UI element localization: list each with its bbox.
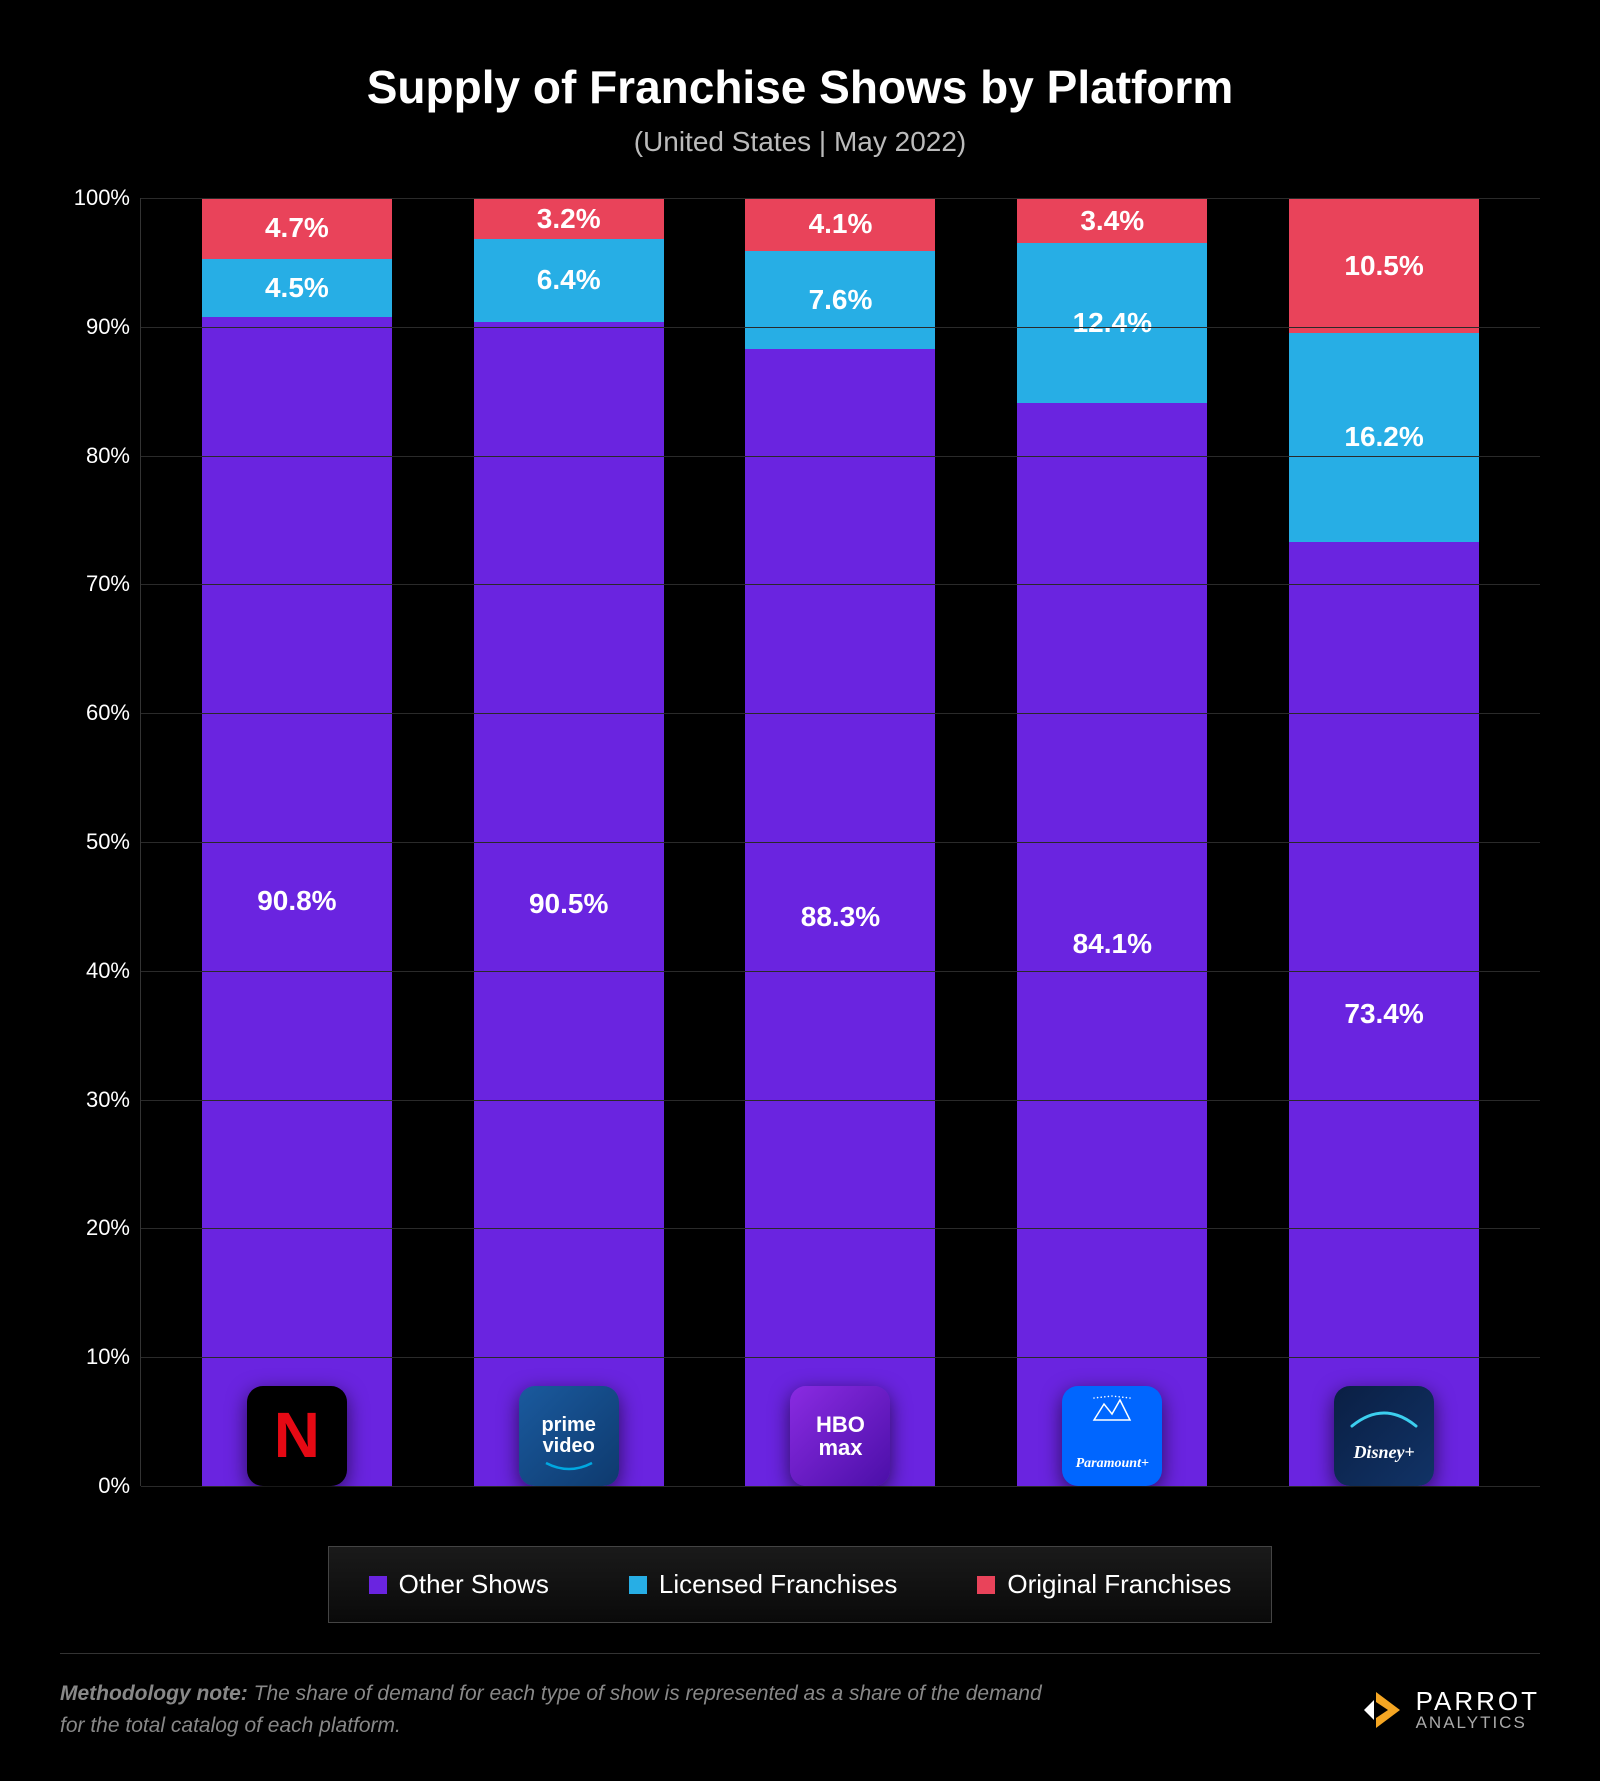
- legend: Other Shows Licensed Franchises Original F…: [328, 1546, 1273, 1623]
- segment-paramount-plus-licensed: 12.4%: [1017, 243, 1207, 403]
- gridline: [141, 456, 1540, 457]
- paramount-plus-logo: Paramount+: [1062, 1386, 1162, 1486]
- methodology-label: Methodology note:: [60, 1682, 248, 1705]
- y-tick-label: 30%: [86, 1087, 130, 1113]
- segment-prime-video-original: 3.2%: [474, 198, 664, 239]
- segment-netflix-licensed: 4.5%: [202, 259, 392, 317]
- methodology-note: Methodology note: The share of demand fo…: [60, 1678, 1060, 1741]
- gridline: [141, 1100, 1540, 1101]
- paramount-mountain-icon: [1090, 1394, 1134, 1427]
- y-tick-label: 20%: [86, 1215, 130, 1241]
- segment-disney-plus-licensed: 16.2%: [1289, 333, 1479, 541]
- legend-item-original: Original Franchises: [977, 1569, 1231, 1600]
- plot-area: 4.7%4.5%90.8%N 3.2%6.4%90.5%prime video 4.…: [140, 198, 1540, 1486]
- gridline: [141, 198, 1540, 199]
- segment-disney-plus-original: 10.5%: [1289, 198, 1479, 333]
- segment-disney-plus-other: 73.4%: [1289, 542, 1479, 1486]
- legend-item-licensed: Licensed Franchises: [629, 1569, 897, 1600]
- chart-area: 0%10%20%30%40%50%60%70%80%90%100% 4.7%4.…: [60, 198, 1540, 1486]
- disney-plus-logo: Disney+: [1334, 1386, 1434, 1486]
- prime-video-logo-text: prime video: [541, 1415, 595, 1457]
- legend-label-licensed: Licensed Franchises: [659, 1569, 897, 1600]
- paramount-plus-logo-text: Paramount+: [1062, 1457, 1162, 1472]
- gridline: [141, 713, 1540, 714]
- disney-arc-icon: [1344, 1404, 1424, 1439]
- chart-subtitle: (United States | May 2022): [60, 126, 1540, 158]
- legend-label-other: Other Shows: [399, 1569, 549, 1600]
- y-tick-label: 10%: [86, 1344, 130, 1370]
- legend-item-other: Other Shows: [369, 1569, 549, 1600]
- y-axis: 0%10%20%30%40%50%60%70%80%90%100%: [60, 198, 140, 1486]
- legend-swatch-other: [369, 1576, 387, 1594]
- gridline: [141, 584, 1540, 585]
- gridline: [141, 842, 1540, 843]
- segment-hbo-max-original: 4.1%: [745, 198, 935, 251]
- hbo-max-logo-text: HBO max: [816, 1413, 865, 1459]
- brand-name-top: PARROT: [1416, 1688, 1540, 1714]
- disney-plus-logo-text: Disney+: [1334, 1443, 1434, 1462]
- segment-paramount-plus-other: 84.1%: [1017, 403, 1207, 1486]
- legend-swatch-licensed: [629, 1576, 647, 1594]
- gridline: [141, 327, 1540, 328]
- gridline: [141, 971, 1540, 972]
- y-tick-label: 70%: [86, 571, 130, 597]
- parrot-icon: [1360, 1688, 1404, 1732]
- netflix-logo-text: N: [274, 1402, 320, 1469]
- y-tick-label: 0%: [98, 1473, 130, 1499]
- segment-hbo-max-licensed: 7.6%: [745, 251, 935, 349]
- netflix-logo: N: [247, 1386, 347, 1486]
- segment-netflix-original: 4.7%: [202, 198, 392, 259]
- y-tick-label: 60%: [86, 700, 130, 726]
- prime-video-logo: prime video: [519, 1386, 619, 1486]
- gridline: [141, 1357, 1540, 1358]
- brand-name-bottom: ANALYTICS: [1416, 1714, 1540, 1731]
- legend-swatch-original: [977, 1576, 995, 1594]
- segment-netflix-other: 90.8%: [202, 317, 392, 1487]
- brand-text: PARROT ANALYTICS: [1416, 1688, 1540, 1731]
- chart-container: Supply of Franchise Shows by Platform (U…: [0, 0, 1600, 1781]
- segment-prime-video-licensed: 6.4%: [474, 239, 664, 321]
- segment-paramount-plus-original: 3.4%: [1017, 199, 1207, 243]
- segment-hbo-max-other: 88.3%: [745, 349, 935, 1486]
- segment-prime-video-other: 90.5%: [474, 322, 664, 1487]
- prime-smile-icon: [544, 1460, 594, 1478]
- chart-title: Supply of Franchise Shows by Platform: [60, 60, 1540, 114]
- hbo-max-logo: HBO max: [790, 1386, 890, 1486]
- legend-label-original: Original Franchises: [1007, 1569, 1231, 1600]
- y-tick-label: 90%: [86, 314, 130, 340]
- brand-logo: PARROT ANALYTICS: [1360, 1688, 1540, 1732]
- y-tick-label: 40%: [86, 958, 130, 984]
- gridline: [141, 1486, 1540, 1487]
- footer: Methodology note: The share of demand fo…: [60, 1653, 1540, 1741]
- y-tick-label: 100%: [74, 185, 130, 211]
- y-tick-label: 50%: [86, 829, 130, 855]
- gridline: [141, 1228, 1540, 1229]
- y-tick-label: 80%: [86, 443, 130, 469]
